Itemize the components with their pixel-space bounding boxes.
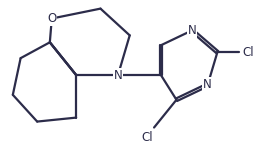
Text: O: O xyxy=(47,12,56,25)
Text: N: N xyxy=(203,78,212,91)
Text: Cl: Cl xyxy=(243,46,254,59)
Text: Cl: Cl xyxy=(141,131,153,144)
Text: N: N xyxy=(188,24,196,37)
Text: N: N xyxy=(114,69,122,82)
